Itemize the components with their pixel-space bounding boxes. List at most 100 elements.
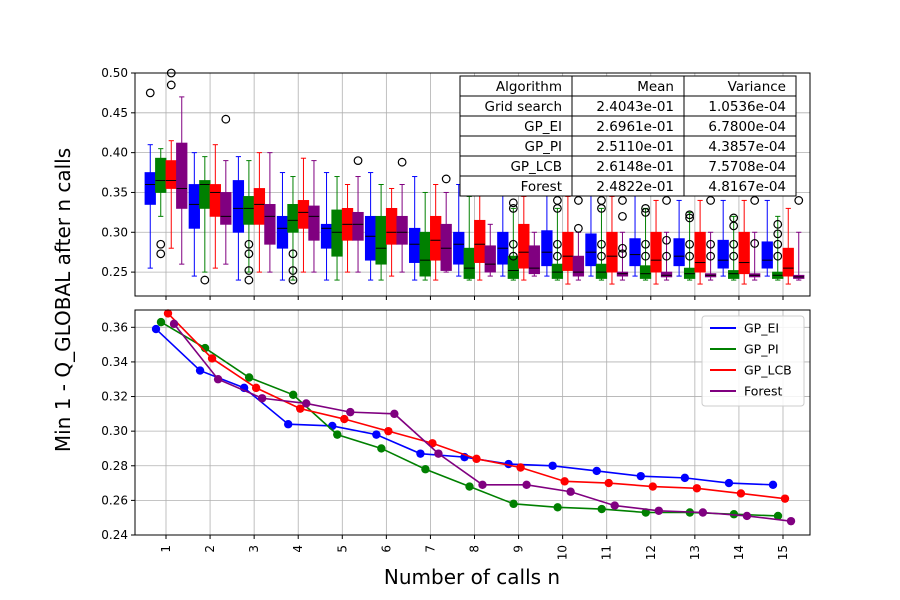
series-point	[251, 383, 261, 393]
table-value: GP_EI	[524, 119, 562, 135]
box-flier	[597, 239, 606, 249]
box-flier	[773, 251, 783, 261]
box-flier	[685, 213, 695, 223]
box-body	[209, 184, 221, 217]
box-flier	[597, 203, 606, 213]
box-forest	[749, 196, 761, 281]
series-point	[333, 430, 342, 439]
box-flier	[618, 249, 627, 259]
box-forest	[660, 196, 673, 281]
box-flier	[794, 196, 804, 205]
box-body	[396, 215, 408, 245]
xtick-label: 2	[203, 545, 217, 553]
box-body	[673, 238, 685, 267]
series-point	[692, 484, 702, 493]
box-flier	[750, 196, 760, 205]
series-point	[195, 366, 205, 375]
series-point	[773, 511, 783, 521]
series-point	[390, 409, 399, 419]
box-flier	[353, 156, 363, 166]
xtick-label: 7	[423, 545, 437, 553]
top-ytick-label: 0.50	[101, 66, 128, 80]
bottom-lines	[151, 309, 796, 526]
box-gp-lcb	[209, 144, 221, 269]
box-gp-lcb	[165, 68, 177, 249]
box-gp-lcb	[562, 195, 574, 285]
bottom-ytick-label: 0.34	[101, 355, 128, 369]
box-gp-ei	[364, 172, 377, 281]
table-value: 2.6961e-01	[596, 119, 674, 135]
table-value: 2.6148e-01	[596, 159, 674, 175]
bottom-ytick-label: 0.32	[101, 390, 128, 404]
box-gp-lcb	[606, 195, 618, 285]
box-flier	[166, 80, 176, 90]
box-forest	[440, 174, 452, 273]
series-point	[207, 354, 217, 363]
box-flier	[750, 239, 760, 248]
box-flier	[773, 229, 783, 239]
box-body	[165, 160, 177, 189]
box-gp-ei	[144, 88, 156, 269]
box-flier	[662, 235, 671, 245]
top-ytick-label: 0.25	[101, 265, 128, 279]
box-flier	[641, 239, 650, 249]
box-flier	[156, 239, 166, 249]
table-value: 6.7800e-04	[708, 119, 786, 135]
bottom-ytick-label: 0.26	[101, 493, 128, 507]
box-gp-ei	[320, 172, 333, 281]
box-gp-lcb	[518, 195, 530, 281]
box-body	[782, 247, 794, 277]
series-point	[604, 478, 613, 488]
bottom-ytick-label: 0.28	[101, 459, 128, 473]
box-flier	[597, 196, 606, 205]
series-point	[786, 516, 796, 526]
box-gp-lcb	[297, 157, 310, 273]
box-flier	[288, 275, 298, 285]
series-point	[384, 426, 393, 436]
series-point	[654, 506, 663, 515]
box-body	[541, 230, 553, 267]
box-gp-ei	[717, 199, 729, 277]
series-point	[648, 482, 657, 491]
table-value: GP_LCB	[510, 159, 562, 175]
box-body	[409, 227, 421, 263]
box-body	[253, 188, 266, 225]
box-flier	[508, 203, 518, 213]
box-gp-lcb	[782, 207, 794, 285]
xtick-label: 3	[247, 545, 261, 553]
top-ytick-label: 0.45	[101, 106, 128, 120]
legend: GP_EI GP_PI GP_LCB Forest	[701, 315, 805, 407]
box-body	[276, 215, 289, 249]
box-body	[528, 245, 540, 275]
box-body	[595, 263, 608, 279]
series-point	[768, 480, 778, 490]
box-gp-ei	[453, 184, 465, 277]
box-flier	[441, 174, 451, 184]
series-point	[736, 489, 746, 498]
xtick-label: 14	[732, 545, 746, 560]
box-flier	[573, 196, 583, 205]
box-forest	[308, 160, 320, 273]
series-point	[610, 501, 619, 510]
box-gp-pi	[375, 184, 387, 281]
box-body	[375, 215, 387, 265]
series-point	[636, 471, 645, 481]
box-body	[761, 241, 773, 269]
box-gp-ei	[188, 152, 200, 277]
box-body	[484, 245, 496, 273]
series-point	[213, 375, 223, 384]
box-gp-ei	[673, 199, 685, 277]
box-flier	[641, 251, 650, 261]
box-flier	[662, 196, 671, 205]
box-gp-ei	[761, 199, 773, 277]
box-gp-lcb	[694, 199, 706, 285]
box-gp-ei	[585, 191, 597, 277]
box-forest	[484, 223, 496, 277]
box-body	[474, 219, 486, 263]
box-body	[144, 172, 156, 205]
box-flier	[508, 239, 518, 249]
box-flier	[685, 239, 695, 249]
box-flier	[618, 243, 627, 253]
bottom-ytick-label: 0.24	[101, 528, 128, 542]
